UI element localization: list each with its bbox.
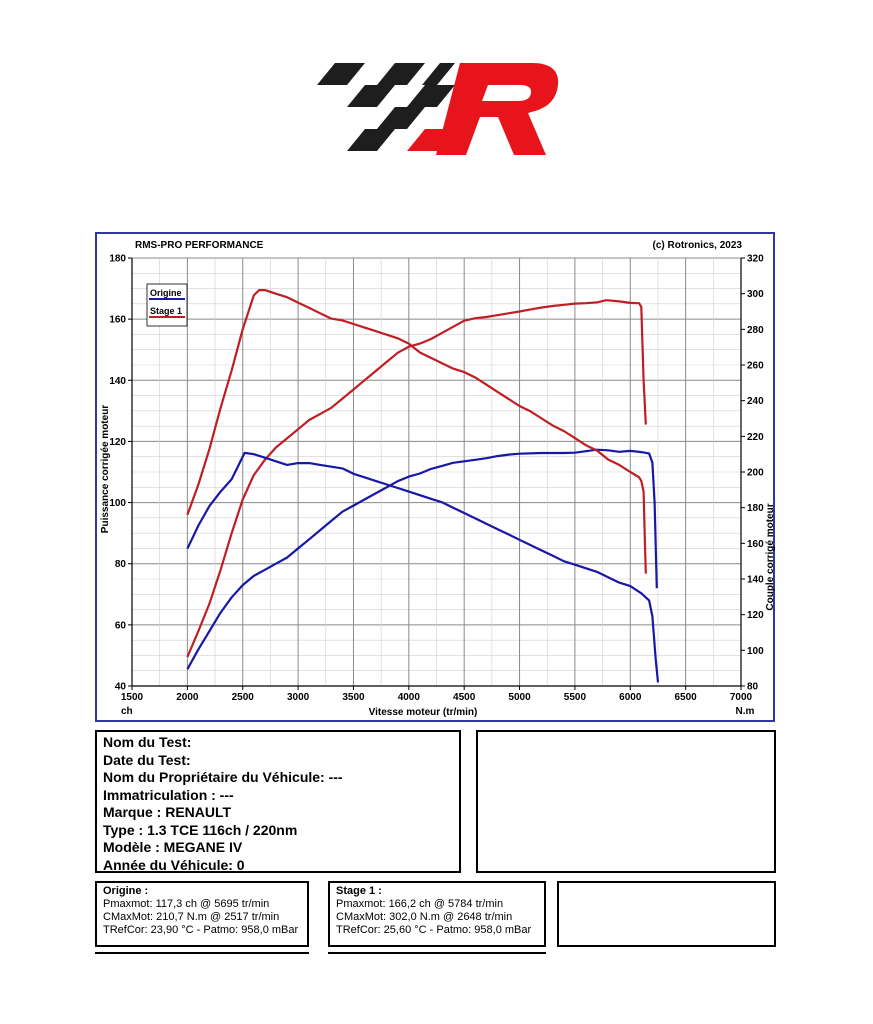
x-tick-label: 7000 xyxy=(730,692,753,703)
x-tick-label: 5000 xyxy=(508,692,531,703)
y2-tick-label: 160 xyxy=(747,539,764,550)
y-tick-label: 40 xyxy=(115,682,127,693)
y-axis-label: Puissance corrigée moteur xyxy=(100,405,111,533)
y-tick-label: 160 xyxy=(109,315,126,326)
x-tick-label: 5500 xyxy=(564,692,587,703)
legend-label: Origine xyxy=(150,288,182,298)
divider-rule-right xyxy=(328,952,546,954)
model-line: Modèle : MEGANE IV xyxy=(103,839,243,855)
owner-line: Nom du Propriétaire du Véhicule: --- xyxy=(103,769,343,785)
r-letter-icon xyxy=(436,63,559,155)
results-stage1-tref: TRefCor: 25,60 °C - Patmo: 958,0 mBar xyxy=(336,924,532,936)
results-origine-tref: TRefCor: 23,90 °C - Patmo: 958,0 mBar xyxy=(103,924,299,936)
registration-line: Immatriculation : --- xyxy=(103,786,234,803)
y2-tick-label: 120 xyxy=(747,610,764,621)
y2-tick-label: 180 xyxy=(747,503,764,514)
results-stage1-box: Stage 1 : Pmaxmot: 166,2 ch @ 5784 tr/mi… xyxy=(328,881,546,947)
checkered-flag-icon xyxy=(317,63,455,151)
divider-rule-left xyxy=(95,952,309,954)
series-line-origine-power xyxy=(186,448,658,670)
chart-header-right: (c) Rotronics, 2023 xyxy=(653,240,743,251)
test-name-line: Nom du Test: xyxy=(103,734,192,750)
series-line-stage1-torque xyxy=(186,289,647,574)
x-tick-label: 4500 xyxy=(453,692,476,703)
y-tick-label: 100 xyxy=(109,498,126,509)
dyno-chart: RMS-PRO PERFORMANCE (c) Rotronics, 2023 … xyxy=(100,240,776,718)
y2-axis-label: Couple corrigé moteur xyxy=(765,503,776,610)
results-stage1-title: Stage 1 : xyxy=(336,885,382,897)
test-date-line: Date du Test: xyxy=(103,751,191,768)
results-origine-title: Origine : xyxy=(103,885,149,897)
results-stage1-pmax: Pmaxmot: 166,2 ch @ 5784 tr/min xyxy=(336,898,504,910)
results-stage1-cmax: CMaxMot: 302,0 N.m @ 2648 tr/min xyxy=(336,911,513,923)
y-tick-label: 80 xyxy=(115,559,127,570)
y2-tick-label: 260 xyxy=(747,361,764,372)
legend: Origine Stage 1 xyxy=(146,283,188,327)
series-line-stage1-power xyxy=(186,299,647,658)
y2-tick-label: 140 xyxy=(747,575,764,586)
chart-header-left: RMS-PRO PERFORMANCE xyxy=(135,240,264,251)
x-tick-label: 1500 xyxy=(121,692,144,703)
results-origine-cmax: CMaxMot: 210,7 N.m @ 2517 tr/min xyxy=(103,911,280,923)
y2-tick-label: 100 xyxy=(747,646,764,657)
x-tick-label: 3000 xyxy=(287,692,310,703)
x-unit-left: ch xyxy=(121,706,133,717)
year-line: Année du Véhicule: 0 xyxy=(103,856,245,873)
series xyxy=(186,289,660,683)
x-axis-label: Vitesse moteur (tr/min) xyxy=(369,707,478,718)
rms-pro-logo xyxy=(317,63,559,155)
grid xyxy=(131,257,742,687)
x-tick-label: 3500 xyxy=(342,692,365,703)
type-line: Type : 1.3 TCE 116ch / 220nm xyxy=(103,821,298,838)
y2-tick-label: 300 xyxy=(747,289,764,300)
results-origine-box: Origine : Pmaxmot: 117,3 ch @ 5695 tr/mi… xyxy=(95,881,309,947)
x-tick-label: 6000 xyxy=(619,692,642,703)
y2-tick-label: 200 xyxy=(747,468,764,479)
legend-label: Stage 1 xyxy=(150,306,182,316)
results-origine-pmax: Pmaxmot: 117,3 ch @ 5695 tr/min xyxy=(103,898,270,910)
x-tick-label: 4000 xyxy=(398,692,421,703)
x-tick-label: 2000 xyxy=(176,692,199,703)
empty-box-bottom-right xyxy=(557,881,776,947)
y-tick-label: 120 xyxy=(109,437,126,448)
y-tick-label: 60 xyxy=(115,620,127,631)
y2-tick-label: 220 xyxy=(747,432,764,443)
vehicle-info-box: Nom du Test: Date du Test: Nom du Propri… xyxy=(95,730,461,873)
brand-line: Marque : RENAULT xyxy=(103,804,232,820)
y2-tick-label: 320 xyxy=(747,254,764,265)
legend-box xyxy=(146,283,188,327)
axes: 1500 2000 2500 3000 3500 4000 4500 5000 5500 6000… xyxy=(109,254,764,704)
x-tick-label: 6500 xyxy=(675,692,698,703)
dyno-chart-frame: RMS-PRO PERFORMANCE (c) Rotronics, 2023 … xyxy=(95,232,776,722)
x-unit-right: N.m xyxy=(736,706,755,717)
y-tick-label: 140 xyxy=(109,376,126,387)
series-line-origine-torque xyxy=(186,451,660,683)
x-tick-label: 2500 xyxy=(232,692,255,703)
y2-tick-label: 80 xyxy=(747,682,759,693)
y2-tick-label: 280 xyxy=(747,325,764,336)
y2-tick-label: 240 xyxy=(747,396,764,407)
y-tick-label: 180 xyxy=(109,254,126,265)
empty-box-top-right xyxy=(476,730,776,873)
